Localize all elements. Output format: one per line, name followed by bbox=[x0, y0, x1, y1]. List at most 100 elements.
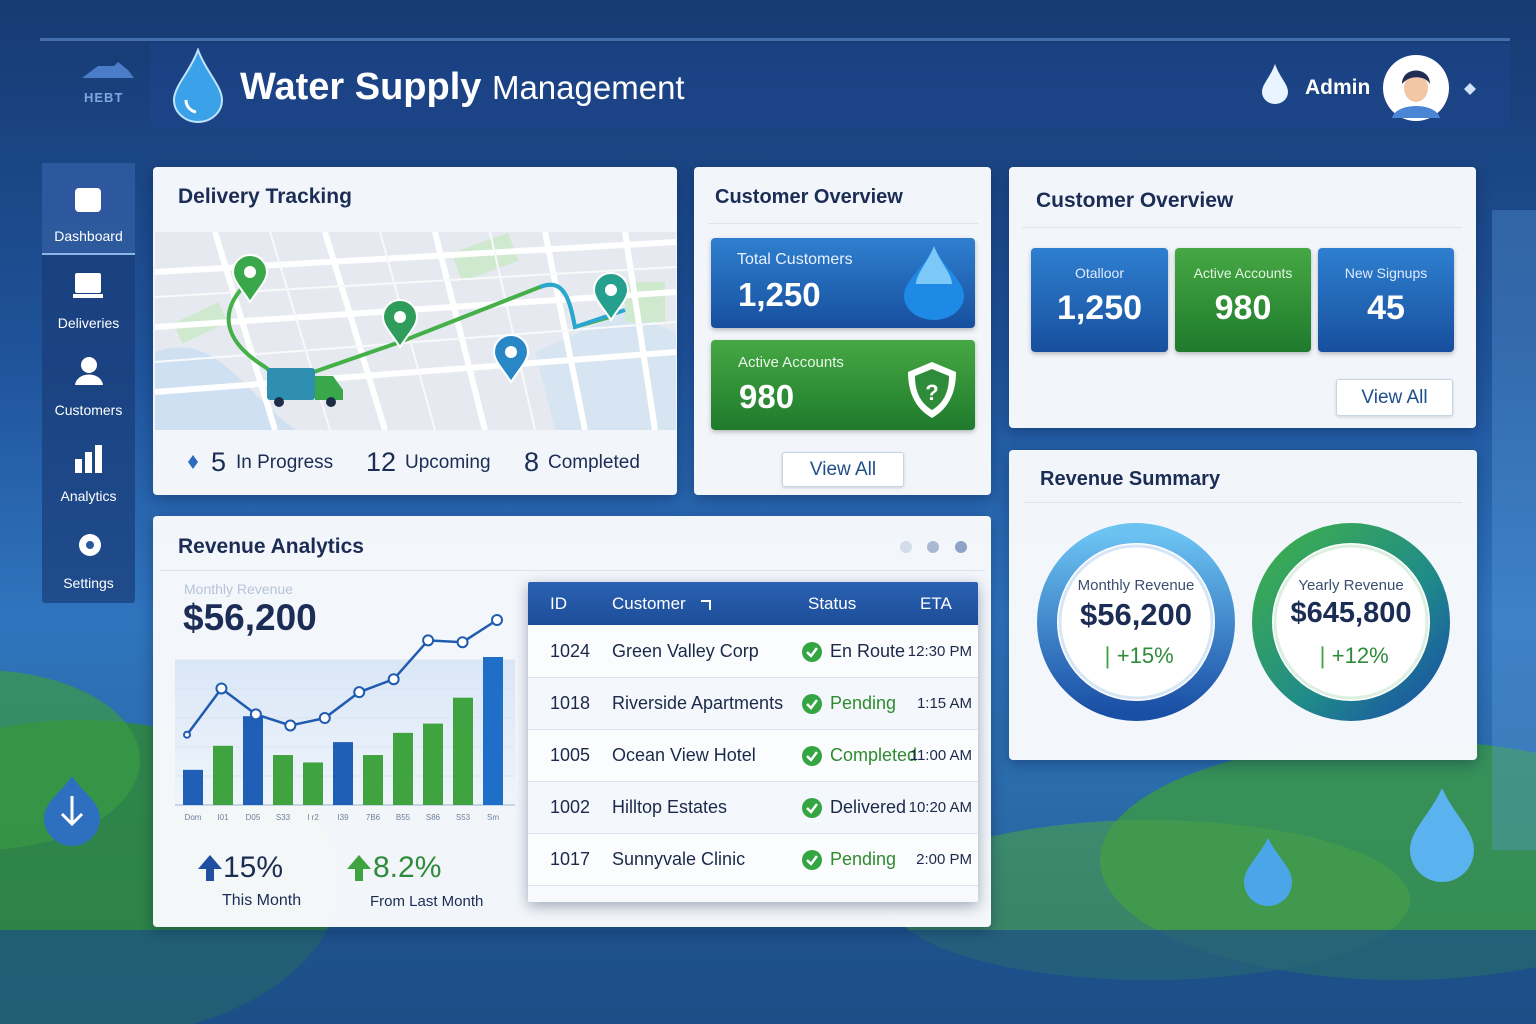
stat-card-value: 980 bbox=[739, 378, 795, 415]
card-title: Revenue Analytics bbox=[178, 535, 364, 558]
dropdown-icon[interactable] bbox=[1464, 83, 1476, 95]
ring-change: ❘+12% bbox=[1313, 643, 1389, 668]
pager-dots[interactable] bbox=[895, 540, 971, 554]
stat-tile-value: 980 bbox=[1214, 289, 1272, 327]
separator bbox=[708, 223, 978, 224]
line-point bbox=[387, 673, 400, 686]
cell-status: Completed bbox=[830, 745, 918, 765]
revenue-chart: Dom I01 D05 S33 I r2 I39 7B6 B55 S86 S53 Sm bbox=[175, 614, 515, 822]
x-tick-label: Sm bbox=[487, 813, 499, 822]
cell-id: 1002 bbox=[550, 797, 591, 817]
bar bbox=[363, 755, 383, 805]
svg-text:?: ? bbox=[925, 380, 938, 405]
ring-label: Yearly Revenue bbox=[1298, 577, 1404, 594]
cell-eta: 1:15 AM bbox=[916, 695, 972, 712]
check-circle bbox=[802, 642, 822, 662]
stat-value: 8.2% bbox=[373, 851, 442, 884]
logo-icon bbox=[82, 62, 134, 78]
sort-glyph bbox=[701, 600, 711, 610]
bar bbox=[483, 657, 503, 805]
title-rest: Management bbox=[491, 69, 685, 106]
up-arrow bbox=[347, 855, 371, 881]
map[interactable] bbox=[155, 232, 676, 430]
stat-label: In Progress bbox=[236, 452, 334, 473]
cell-id: 1024 bbox=[550, 641, 591, 661]
column-header: ETA bbox=[920, 594, 952, 613]
nav-item[interactable]: Analytics bbox=[60, 488, 117, 504]
stat-label: This Month bbox=[222, 892, 302, 909]
stat-tile-label: New Signups bbox=[1344, 265, 1428, 281]
check-circle bbox=[802, 746, 822, 766]
drop-logo bbox=[172, 48, 224, 123]
bar bbox=[393, 732, 413, 805]
cell-customer: Hilltop Estates bbox=[612, 797, 728, 817]
check-circle bbox=[802, 694, 822, 714]
revenue-rings bbox=[1037, 523, 1450, 721]
line-point bbox=[215, 682, 228, 695]
ring-change-value: +15% bbox=[1116, 643, 1174, 668]
app-title: Water Supply Management bbox=[240, 66, 685, 109]
stat-card-label: Total Customers bbox=[737, 251, 853, 268]
status-icon bbox=[802, 850, 822, 870]
nav-item[interactable]: Customers bbox=[54, 402, 123, 418]
up-arrow bbox=[198, 855, 222, 881]
avatar[interactable] bbox=[1382, 54, 1450, 122]
cell-status: En Route bbox=[830, 641, 906, 661]
table-row bbox=[528, 834, 978, 886]
stat-card-label: Active Accounts bbox=[738, 354, 844, 371]
cell-status: Pending bbox=[830, 693, 897, 713]
view-all-button[interactable]: View All bbox=[782, 452, 904, 487]
ring-value: $645,800 bbox=[1290, 597, 1412, 629]
line-point bbox=[491, 614, 503, 626]
stat-tile-value: 45 bbox=[1367, 289, 1405, 327]
ring-value: $56,200 bbox=[1079, 597, 1193, 632]
check-circle bbox=[802, 850, 822, 870]
stat-tile: Otalloor 1,250 bbox=[1031, 248, 1168, 352]
stat-count: 5 bbox=[211, 447, 227, 477]
deliveries-table: ID Customer Status ETA 1024 Green Valley Corp… bbox=[528, 582, 978, 902]
ring-change: ❘+15% bbox=[1098, 643, 1174, 668]
nav-item[interactable]: Deliveries bbox=[57, 315, 120, 331]
status-icon bbox=[802, 694, 822, 714]
logo-text: HEBT bbox=[84, 90, 124, 105]
x-tick-label: D05 bbox=[246, 813, 261, 822]
stat-label: From Last Month bbox=[370, 893, 484, 910]
table-row bbox=[528, 626, 978, 678]
line-point bbox=[456, 636, 469, 649]
nav-item[interactable]: Settings bbox=[63, 575, 114, 591]
line-point bbox=[353, 686, 366, 699]
stat-card-value: 1,250 bbox=[738, 276, 821, 313]
metric-label: Monthly Revenue bbox=[184, 581, 293, 597]
user-name[interactable]: Admin bbox=[1305, 76, 1371, 99]
nav-item[interactable]: Dashboard bbox=[54, 228, 123, 244]
separator bbox=[1022, 227, 1462, 228]
stat-tile: New Signups 45 bbox=[1318, 248, 1454, 352]
view-all-button[interactable]: View All bbox=[1336, 379, 1453, 416]
metric-value: $56,200 bbox=[183, 597, 317, 638]
bar bbox=[243, 716, 263, 805]
table-header bbox=[528, 582, 978, 625]
x-tick-label: I01 bbox=[217, 813, 229, 822]
x-tick-label: S53 bbox=[456, 813, 471, 822]
ring-change-value: +12% bbox=[1331, 643, 1389, 668]
customer-overview-card bbox=[694, 167, 991, 495]
x-tick-label: S86 bbox=[426, 813, 441, 822]
stat-tile-value: 1,250 bbox=[1056, 289, 1143, 327]
cell-customer: Riverside Apartments bbox=[612, 693, 784, 713]
cell-customer: Green Valley Corp bbox=[612, 641, 759, 661]
check-mark bbox=[806, 855, 818, 866]
bar bbox=[453, 697, 473, 805]
title-bold: Water Supply bbox=[240, 66, 482, 108]
bar bbox=[273, 755, 293, 805]
stat-tile-label: Active Accounts bbox=[1193, 265, 1293, 281]
status-icon bbox=[802, 642, 822, 662]
status-icon bbox=[802, 798, 822, 818]
cell-eta: 12:30 PM bbox=[907, 643, 972, 660]
truck bbox=[267, 368, 343, 407]
line-point bbox=[318, 712, 331, 725]
stat-label: Completed bbox=[548, 452, 640, 473]
bar bbox=[183, 769, 203, 805]
x-tick-label: 7B6 bbox=[366, 813, 381, 822]
line-point bbox=[249, 708, 262, 721]
cell-id: 1017 bbox=[550, 849, 591, 869]
